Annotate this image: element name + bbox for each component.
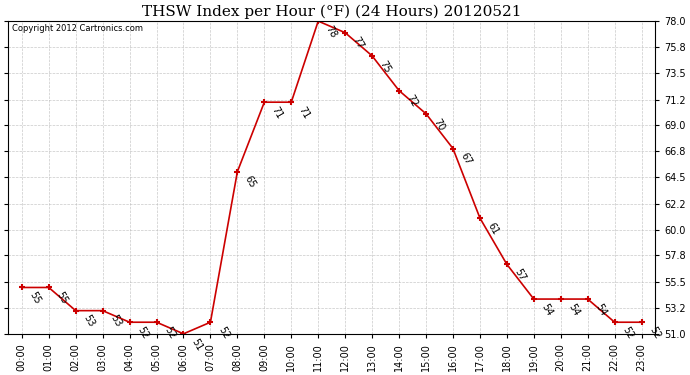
- Text: 54: 54: [593, 302, 608, 318]
- Text: 57: 57: [513, 267, 527, 283]
- Text: 71: 71: [270, 105, 285, 121]
- Text: 53: 53: [108, 314, 123, 329]
- Text: 72: 72: [404, 93, 420, 109]
- Text: 52: 52: [216, 325, 231, 341]
- Text: 70: 70: [431, 117, 446, 132]
- Text: 54: 54: [540, 302, 554, 318]
- Text: 55: 55: [55, 290, 69, 306]
- Title: THSW Index per Hour (°F) (24 Hours) 20120521: THSW Index per Hour (°F) (24 Hours) 2012…: [142, 4, 522, 18]
- Text: 51: 51: [189, 337, 204, 352]
- Text: 52: 52: [135, 325, 150, 341]
- Text: 52: 52: [620, 325, 635, 341]
- Text: 65: 65: [243, 174, 258, 190]
- Text: 54: 54: [566, 302, 581, 318]
- Text: 77: 77: [351, 36, 366, 51]
- Text: 53: 53: [81, 314, 96, 329]
- Text: 52: 52: [647, 325, 662, 341]
- Text: 55: 55: [28, 290, 42, 306]
- Text: Copyright 2012 Cartronics.com: Copyright 2012 Cartronics.com: [12, 24, 143, 33]
- Text: 75: 75: [377, 58, 393, 75]
- Text: 61: 61: [486, 221, 500, 236]
- Text: 67: 67: [459, 151, 473, 167]
- Text: 71: 71: [297, 105, 312, 121]
- Text: 52: 52: [162, 325, 177, 341]
- Text: 78: 78: [324, 24, 339, 40]
